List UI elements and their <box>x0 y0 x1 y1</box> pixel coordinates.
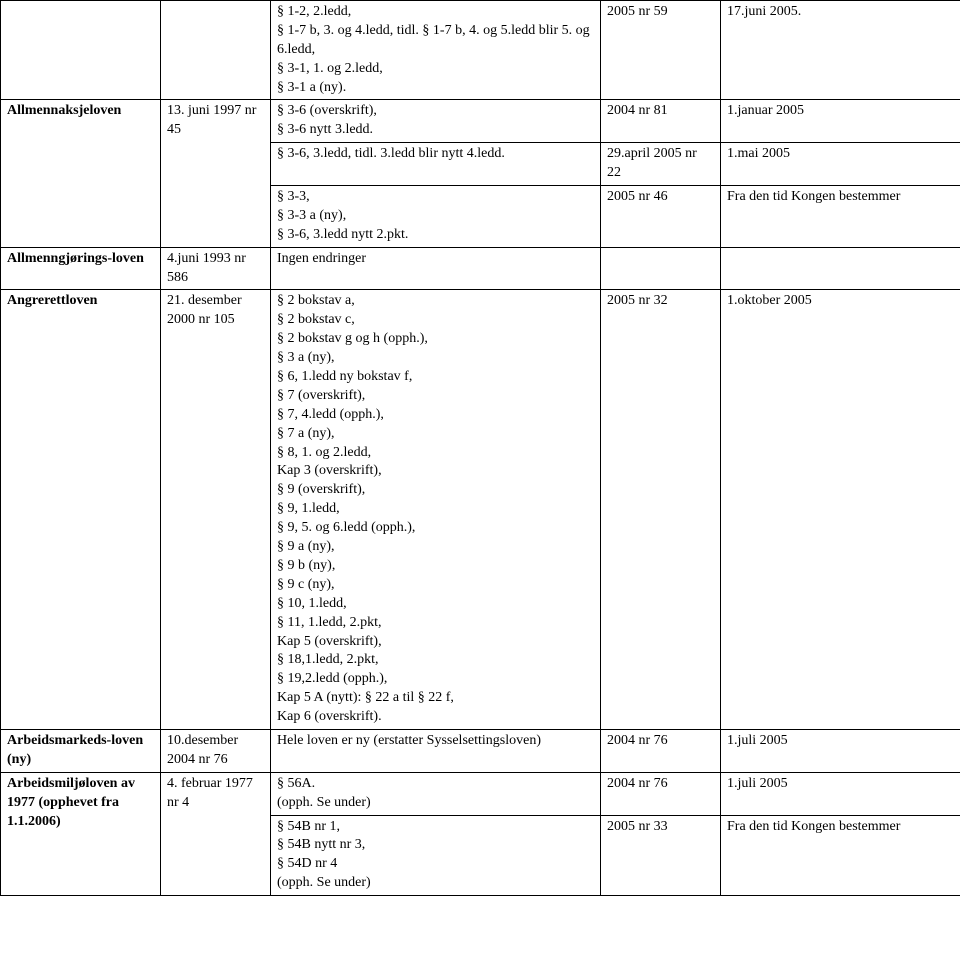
effect-cell: Fra den tid Kongen bestemmer <box>721 186 960 248</box>
ref-cell: 29.april 2005 nr 22 <box>601 143 721 186</box>
effect-cell: 1.oktober 2005 <box>721 290 960 729</box>
change-text: Ingen endringer <box>277 251 366 266</box>
ref-text: 2004 nr 76 <box>607 776 668 791</box>
ref-cell <box>601 247 721 290</box>
law-date-cell: 4. februar 1977 nr 4 <box>161 772 271 895</box>
law-date-cell: 21. desember 2000 nr 105 <box>161 290 271 729</box>
effect-cell: Fra den tid Kongen bestemmer <box>721 815 960 896</box>
change-cell: § 1-2, 2.ledd, § 1-7 b, 3. og 4.ledd, ti… <box>271 1 601 100</box>
law-name: Arbeidsmarkeds-loven (ny) <box>7 733 143 767</box>
effect-text: 17.juni 2005. <box>727 4 801 19</box>
change-text: § 3-6 (overskrift), § 3-6 nytt 3.ledd. <box>277 103 377 137</box>
law-name: Allmenngjørings-loven <box>7 251 144 266</box>
effect-text: 1.januar 2005 <box>727 103 804 118</box>
change-text: § 3-3, § 3-3 a (ny), § 3-6, 3.ledd nytt … <box>277 189 408 242</box>
ref-cell: 2005 nr 32 <box>601 290 721 729</box>
table-row: Arbeidsmiljøloven av 1977 (opphevet fra … <box>1 772 960 815</box>
law-name-cell: Arbeidsmarkeds-loven (ny) <box>1 729 161 772</box>
law-date-cell: 4.juni 1993 nr 586 <box>161 247 271 290</box>
change-cell: § 3-6 (overskrift), § 3-6 nytt 3.ledd. <box>271 100 601 143</box>
law-name: Arbeidsmiljøloven av 1977 (opphevet fra … <box>7 776 135 829</box>
law-name-cell <box>1 1 161 100</box>
law-date: 4. februar 1977 nr 4 <box>167 776 253 810</box>
ref-text: 29.april 2005 nr 22 <box>607 146 697 180</box>
change-text: § 1-2, 2.ledd, § 1-7 b, 3. og 4.ledd, ti… <box>277 4 590 95</box>
law-date: 13. juni 1997 nr 45 <box>167 103 256 137</box>
ref-text: 2005 nr 32 <box>607 293 668 308</box>
change-cell: § 3-6, 3.ledd, tidl. 3.ledd blir nytt 4.… <box>271 143 601 186</box>
change-text: Hele loven er ny (erstatter Sysselsettin… <box>277 733 541 748</box>
change-text: § 56A. (opph. Se under) <box>277 776 371 810</box>
ref-text: 2004 nr 81 <box>607 103 668 118</box>
law-name: Angrerettloven <box>7 293 97 308</box>
law-date: 4.juni 1993 nr 586 <box>167 251 246 285</box>
change-text: § 2 bokstav a, § 2 bokstav c, § 2 boksta… <box>277 293 454 724</box>
effect-text: Fra den tid Kongen bestemmer <box>727 189 900 204</box>
effect-text: 1.juli 2005 <box>727 776 788 791</box>
ref-text: 2005 nr 33 <box>607 819 668 834</box>
law-name-cell: Arbeidsmiljøloven av 1977 (opphevet fra … <box>1 772 161 895</box>
ref-text: 2005 nr 46 <box>607 189 668 204</box>
law-date-cell <box>161 1 271 100</box>
table-row: Angrerettloven 21. desember 2000 nr 105 § … <box>1 290 960 729</box>
law-changes-table: § 1-2, 2.ledd, § 1-7 b, 3. og 4.ledd, ti… <box>0 0 960 896</box>
law-name-cell: Allmenngjørings-loven <box>1 247 161 290</box>
table-row: § 1-2, 2.ledd, § 1-7 b, 3. og 4.ledd, ti… <box>1 1 960 100</box>
effect-text: Fra den tid Kongen bestemmer <box>727 819 900 834</box>
law-date: 21. desember 2000 nr 105 <box>167 293 242 327</box>
table-row: Allmenngjørings-loven 4.juni 1993 nr 586 I… <box>1 247 960 290</box>
effect-cell: 1.januar 2005 <box>721 100 960 143</box>
ref-cell: 2004 nr 76 <box>601 729 721 772</box>
law-date-cell: 10.desember 2004 nr 76 <box>161 729 271 772</box>
change-cell: § 56A. (opph. Se under) <box>271 772 601 815</box>
change-text: § 54B nr 1, § 54B nytt nr 3, § 54D nr 4 … <box>277 819 371 891</box>
effect-cell: 1.juli 2005 <box>721 729 960 772</box>
change-text: § 3-6, 3.ledd, tidl. 3.ledd blir nytt 4.… <box>277 146 505 161</box>
table-row: Allmennaksjeloven 13. juni 1997 nr 45 § 3-… <box>1 100 960 143</box>
ref-cell: 2005 nr 59 <box>601 1 721 100</box>
ref-text: 2004 nr 76 <box>607 733 668 748</box>
law-date-cell: 13. juni 1997 nr 45 <box>161 100 271 247</box>
change-cell: § 2 bokstav a, § 2 bokstav c, § 2 boksta… <box>271 290 601 729</box>
change-cell: § 54B nr 1, § 54B nytt nr 3, § 54D nr 4 … <box>271 815 601 896</box>
ref-cell: 2004 nr 81 <box>601 100 721 143</box>
ref-cell: 2005 nr 33 <box>601 815 721 896</box>
law-name: Allmennaksjeloven <box>7 103 121 118</box>
change-cell: Ingen endringer <box>271 247 601 290</box>
change-cell: § 3-3, § 3-3 a (ny), § 3-6, 3.ledd nytt … <box>271 186 601 248</box>
effect-cell: 1.mai 2005 <box>721 143 960 186</box>
effect-cell: 1.juli 2005 <box>721 772 960 815</box>
change-cell: Hele loven er ny (erstatter Sysselsettin… <box>271 729 601 772</box>
effect-text: 1.juli 2005 <box>727 733 788 748</box>
effect-cell: 17.juni 2005. <box>721 1 960 100</box>
effect-text: 1.oktober 2005 <box>727 293 812 308</box>
law-name-cell: Allmennaksjeloven <box>1 100 161 247</box>
ref-text: 2005 nr 59 <box>607 4 668 19</box>
table-row: Arbeidsmarkeds-loven (ny) 10.desember 200… <box>1 729 960 772</box>
effect-text: 1.mai 2005 <box>727 146 790 161</box>
ref-cell: 2004 nr 76 <box>601 772 721 815</box>
effect-cell <box>721 247 960 290</box>
ref-cell: 2005 nr 46 <box>601 186 721 248</box>
law-name-cell: Angrerettloven <box>1 290 161 729</box>
law-date: 10.desember 2004 nr 76 <box>167 733 238 767</box>
